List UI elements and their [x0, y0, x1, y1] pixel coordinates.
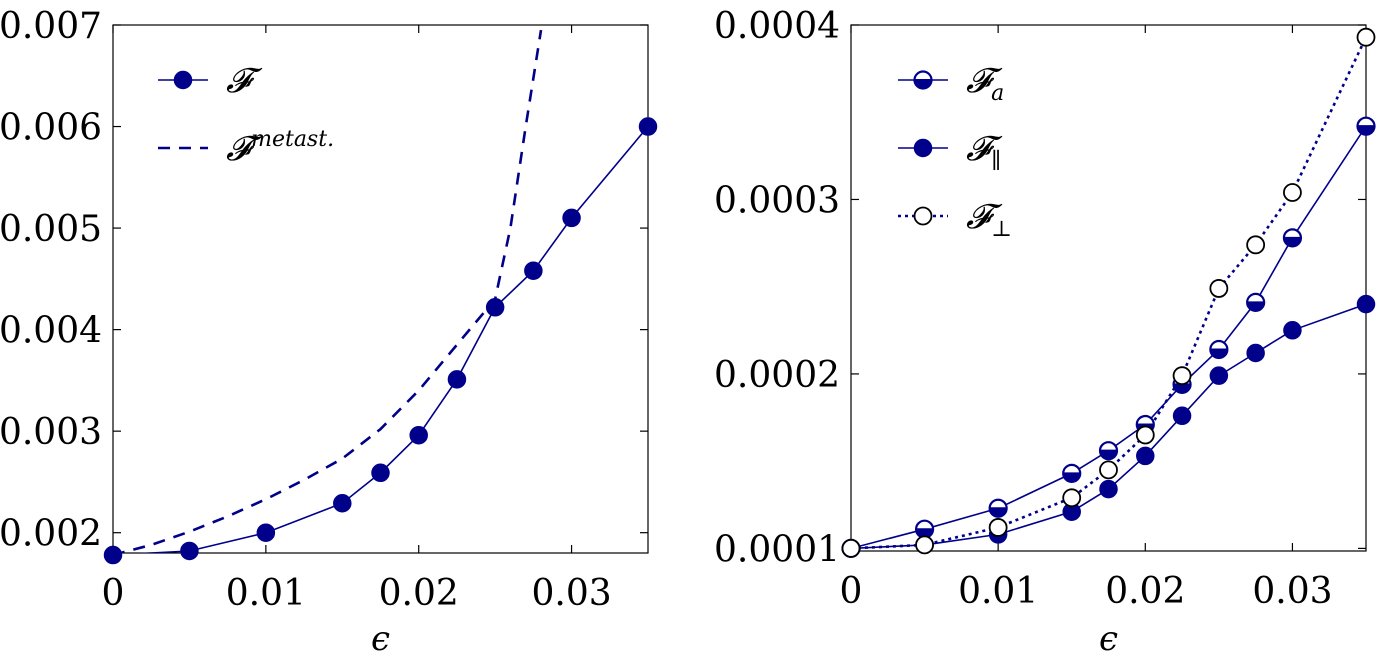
data-point: [485, 298, 505, 317]
y-tick-label: 0.0001: [714, 529, 840, 570]
x-tick-label: 0.01: [226, 573, 306, 614]
data-point: [1283, 321, 1302, 340]
legend-marker: [173, 70, 193, 90]
legend-entry: 𝓕metast.: [158, 127, 334, 169]
legend-label: 𝓕a: [966, 61, 1004, 106]
data-point: [1172, 406, 1192, 426]
data-point: [1246, 343, 1265, 363]
y-tick-label: 0.002: [0, 514, 102, 555]
data-point: [447, 370, 467, 389]
legend-label: 𝓕∥: [966, 129, 1003, 174]
data-point: [988, 518, 1008, 537]
data-point: [1282, 228, 1303, 248]
data-point: [180, 541, 199, 561]
y-tick-label: 0.004: [0, 311, 102, 352]
data-point: [915, 535, 934, 555]
x-axis-title: ϵ: [1099, 619, 1118, 659]
data-point: [638, 117, 658, 136]
data-point: [1209, 366, 1229, 385]
data-point: [1356, 27, 1376, 47]
legend-entry: 𝓕a: [898, 61, 1004, 106]
data-point: [841, 538, 861, 558]
data-point: [1062, 463, 1082, 483]
data-point: [914, 519, 935, 539]
y-tick-label: 0.007: [0, 6, 102, 47]
plot-frame: [112, 24, 649, 554]
data-point: [1172, 366, 1192, 386]
data-point: [1136, 446, 1155, 466]
series-line: [115, 29, 543, 553]
data-point: [1099, 460, 1118, 480]
y-tick-label: 0.005: [0, 209, 102, 250]
x-tick-label: 0: [840, 571, 863, 612]
legend-entry: 𝓕: [158, 61, 263, 101]
x-tick-label: 0.03: [531, 573, 611, 614]
x-tick-label: 0.03: [1252, 571, 1332, 612]
left-chart-panel: 0 0.01 0.02 0.03 0.002 0.003 0.004 0.005 0.006 0.…: [0, 6, 658, 659]
x-tick-label: 0.01: [958, 571, 1038, 612]
legend-entry: 𝓕⊥: [898, 197, 1012, 242]
series-line: [851, 36, 1366, 550]
y-tick-label: 0.0003: [714, 180, 840, 221]
x-axis-title: ϵ: [371, 619, 390, 659]
data-point: [333, 493, 352, 513]
series-line: [851, 303, 1366, 550]
data-point: [1246, 292, 1266, 312]
data-point: [1356, 116, 1376, 136]
legend-marker: [913, 70, 933, 90]
x-tick-label: 0.02: [379, 573, 459, 614]
legend-marker: [913, 206, 933, 226]
data-point: [1062, 488, 1082, 508]
legend-label: 𝓕: [226, 61, 263, 101]
data-point: [1098, 441, 1119, 461]
data-point: [1246, 235, 1266, 255]
legend-entry: 𝓕∥: [898, 129, 1003, 174]
data-point: [1209, 339, 1229, 360]
plot-frame: [850, 24, 1367, 552]
right-chart-panel: 0 0.01 0.02 0.03 0.0001 0.0002 0.0003 0.0004 ϵ 𝓕a…: [714, 6, 1376, 659]
x-tick-label: 0.02: [1105, 571, 1185, 612]
y-tick-label: 0.003: [0, 412, 102, 453]
y-tick-label: 0.0004: [714, 6, 840, 47]
x-tick-label: 0: [102, 573, 125, 614]
legend-marker: [913, 138, 933, 158]
data-point: [1283, 183, 1302, 202]
y-tick-label: 0.006: [0, 108, 102, 149]
y-tick-label: 0.0002: [714, 355, 840, 396]
data-point: [1356, 294, 1376, 314]
series-line: [135, 125, 648, 553]
legend-label: 𝓕⊥: [966, 197, 1012, 242]
data-point: [103, 545, 123, 565]
data-point: [371, 463, 390, 483]
data-point: [256, 523, 276, 542]
data-point: [562, 208, 581, 228]
data-point: [524, 261, 543, 280]
legend-label: 𝓕metast.: [226, 127, 334, 169]
data-point: [409, 425, 428, 445]
data-point: [1209, 279, 1229, 298]
data-point: [1099, 479, 1118, 499]
data-point: [988, 498, 1008, 518]
data-point: [1135, 425, 1155, 445]
